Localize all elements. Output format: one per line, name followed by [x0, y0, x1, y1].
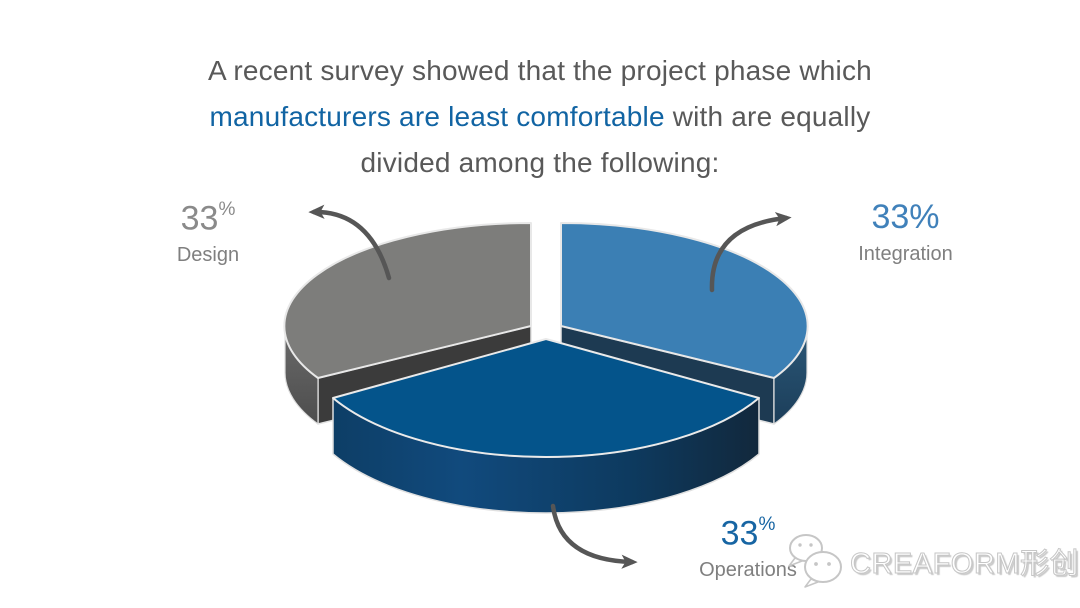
title-line-2-rest-text: with are equally [664, 101, 871, 132]
label-operations-name: Operations [699, 559, 797, 582]
arrow-to-design [308, 204, 392, 281]
label-integration: 33% Integration [853, 200, 958, 266]
title-line-3: divided among the following: [0, 140, 1080, 186]
label-design-value: 33% [180, 199, 236, 238]
chart-title: A recent survey showed that the project … [0, 48, 1080, 186]
label-integration-name: Integration [858, 243, 953, 265]
label-design-name: Design [176, 244, 240, 267]
pie-slice-operations-top [332, 338, 760, 458]
arrow-to-operations [550, 503, 638, 569]
title-line-1-text: A recent survey showed that the project … [208, 55, 872, 86]
pie-slice-integration-top [560, 221, 809, 379]
label-operations: 33% Operations [698, 510, 798, 582]
label-operations-value: 33% [720, 514, 776, 553]
label-design-percent-sign: % [218, 199, 236, 220]
title-line-2: manufacturers are least comfortable with… [0, 94, 1080, 140]
label-integration-value: 33% [871, 198, 940, 236]
pie-slice-operations [332, 338, 760, 514]
title-line-1: A recent survey showed that the project … [0, 48, 1080, 94]
arrow-to-integration [709, 212, 792, 293]
title-line-3-text: divided among the following: [360, 147, 720, 178]
wechat-chat-bubbles-icon [788, 534, 842, 588]
title-highlight-text: manufacturers are least comfortable [209, 101, 665, 132]
label-design: 33% Design [158, 195, 258, 267]
pie-slice-design-top [283, 221, 532, 379]
label-operations-percent-sign: % [758, 514, 776, 535]
brand-name: CREAFORM形创 [850, 548, 1079, 581]
label-integration-percent-sign: % [909, 198, 940, 236]
brand-watermark: CREAFORM形创 [786, 533, 1079, 589]
